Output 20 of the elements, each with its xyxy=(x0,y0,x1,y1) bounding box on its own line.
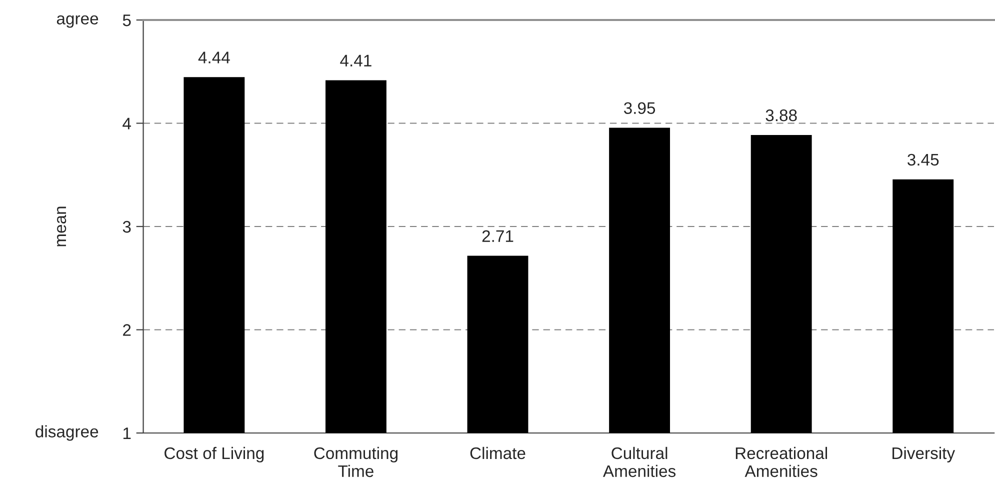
x-tick-label: Diversity xyxy=(892,446,956,462)
x-tick-label: Cultural Amenities xyxy=(602,446,676,478)
y-tick-label: 2 xyxy=(123,324,131,336)
data-label: 3.95 xyxy=(624,102,656,114)
data-label: 3.45 xyxy=(908,154,939,166)
text: agree xyxy=(56,15,98,28)
x-tick-label: Recreational Amenities xyxy=(736,446,827,478)
data-label: 2.71 xyxy=(482,230,514,242)
y-tick-label: 1 xyxy=(123,428,131,440)
data-label: 3.88 xyxy=(766,109,797,122)
y-tick-label: 3 xyxy=(122,220,131,233)
y-axis-title: mean xyxy=(57,206,66,246)
data-label: 4.41 xyxy=(340,54,372,66)
x-tick-label: Climate xyxy=(470,446,526,460)
x-tick-label: Commuting Time xyxy=(314,446,398,478)
data-label: 4.44 xyxy=(198,52,230,64)
x-tick-label: Cost of Living xyxy=(164,446,264,462)
y-tick-label: 4 xyxy=(122,118,131,130)
text: disagree xyxy=(36,425,98,441)
y-tick-label: 5 xyxy=(122,14,131,26)
